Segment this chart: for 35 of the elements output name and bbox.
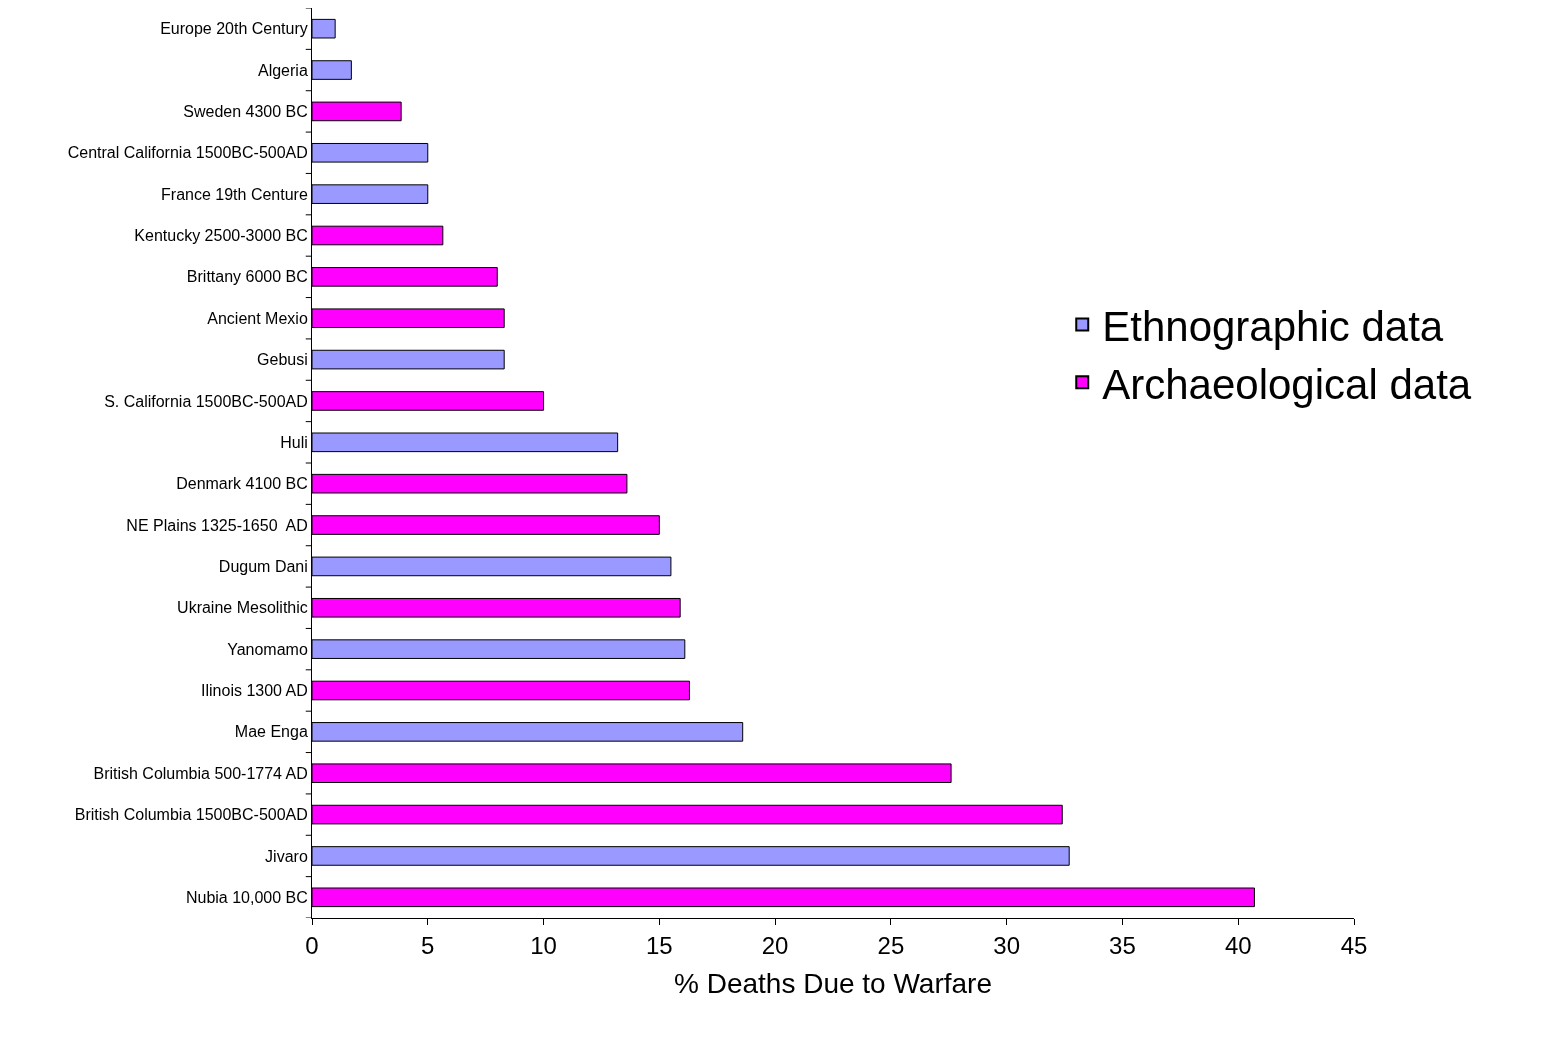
y-tick-label: Europe 20th Century: [160, 20, 308, 38]
y-tick-label: NE Plains 1325-1650 AD: [126, 516, 308, 534]
y-tick-label: Dugum Dani: [218, 558, 308, 576]
y-tick-label: Nubia 10,000 BC: [185, 888, 308, 906]
x-tick-label: 40: [1224, 931, 1252, 959]
x-tick-label: 45: [1340, 931, 1368, 959]
y-tick-label: Ukraine Mesolithic: [177, 599, 308, 617]
legend-label: Ethnographic data: [1102, 302, 1444, 350]
y-tick-label: Gebusi: [257, 351, 308, 369]
y-tick-label: Denmark 4100 BC: [176, 475, 308, 493]
y-tick-label: Central California 1500BC-500AD: [67, 144, 308, 162]
y-tick-label: Sweden 4300 BC: [183, 103, 308, 121]
y-tick-label: S. California 1500BC-500AD: [104, 392, 308, 410]
x-tick-label: 0: [305, 931, 319, 959]
y-tick-label: Yanomamo: [227, 640, 308, 658]
y-tick-label: Huli: [280, 433, 308, 451]
x-axis-title: % Deaths Due to Warfare: [674, 967, 992, 999]
y-tick-label: Ancient Mexio: [207, 309, 308, 327]
y-tick-label: Kentucky 2500-3000 BC: [134, 227, 308, 245]
y-tick-label: Brittany 6000 BC: [186, 268, 308, 286]
x-tick-label: 10: [530, 931, 557, 959]
legend-label: Archaeological data: [1102, 360, 1472, 408]
x-tick-label: 35: [1109, 931, 1136, 959]
x-tick-label: 15: [645, 931, 673, 959]
x-tick-label: 30: [993, 931, 1021, 959]
x-tick-label: 20: [761, 931, 789, 959]
y-tick-label: Algeria: [257, 61, 308, 79]
y-tick-label: British Columbia 1500BC-500AD: [74, 806, 308, 824]
x-tick-label: 5: [421, 931, 435, 959]
y-tick-label: France 19th Centure: [161, 185, 308, 203]
y-tick-label: Jivaro: [265, 847, 308, 865]
y-tick-label: Mae Enga: [234, 723, 308, 741]
y-tick-label: Ilinois 1300 AD: [201, 682, 308, 700]
x-tick-label: 25: [877, 931, 905, 959]
y-tick-label: British Columbia 500-1774 AD: [93, 764, 308, 782]
